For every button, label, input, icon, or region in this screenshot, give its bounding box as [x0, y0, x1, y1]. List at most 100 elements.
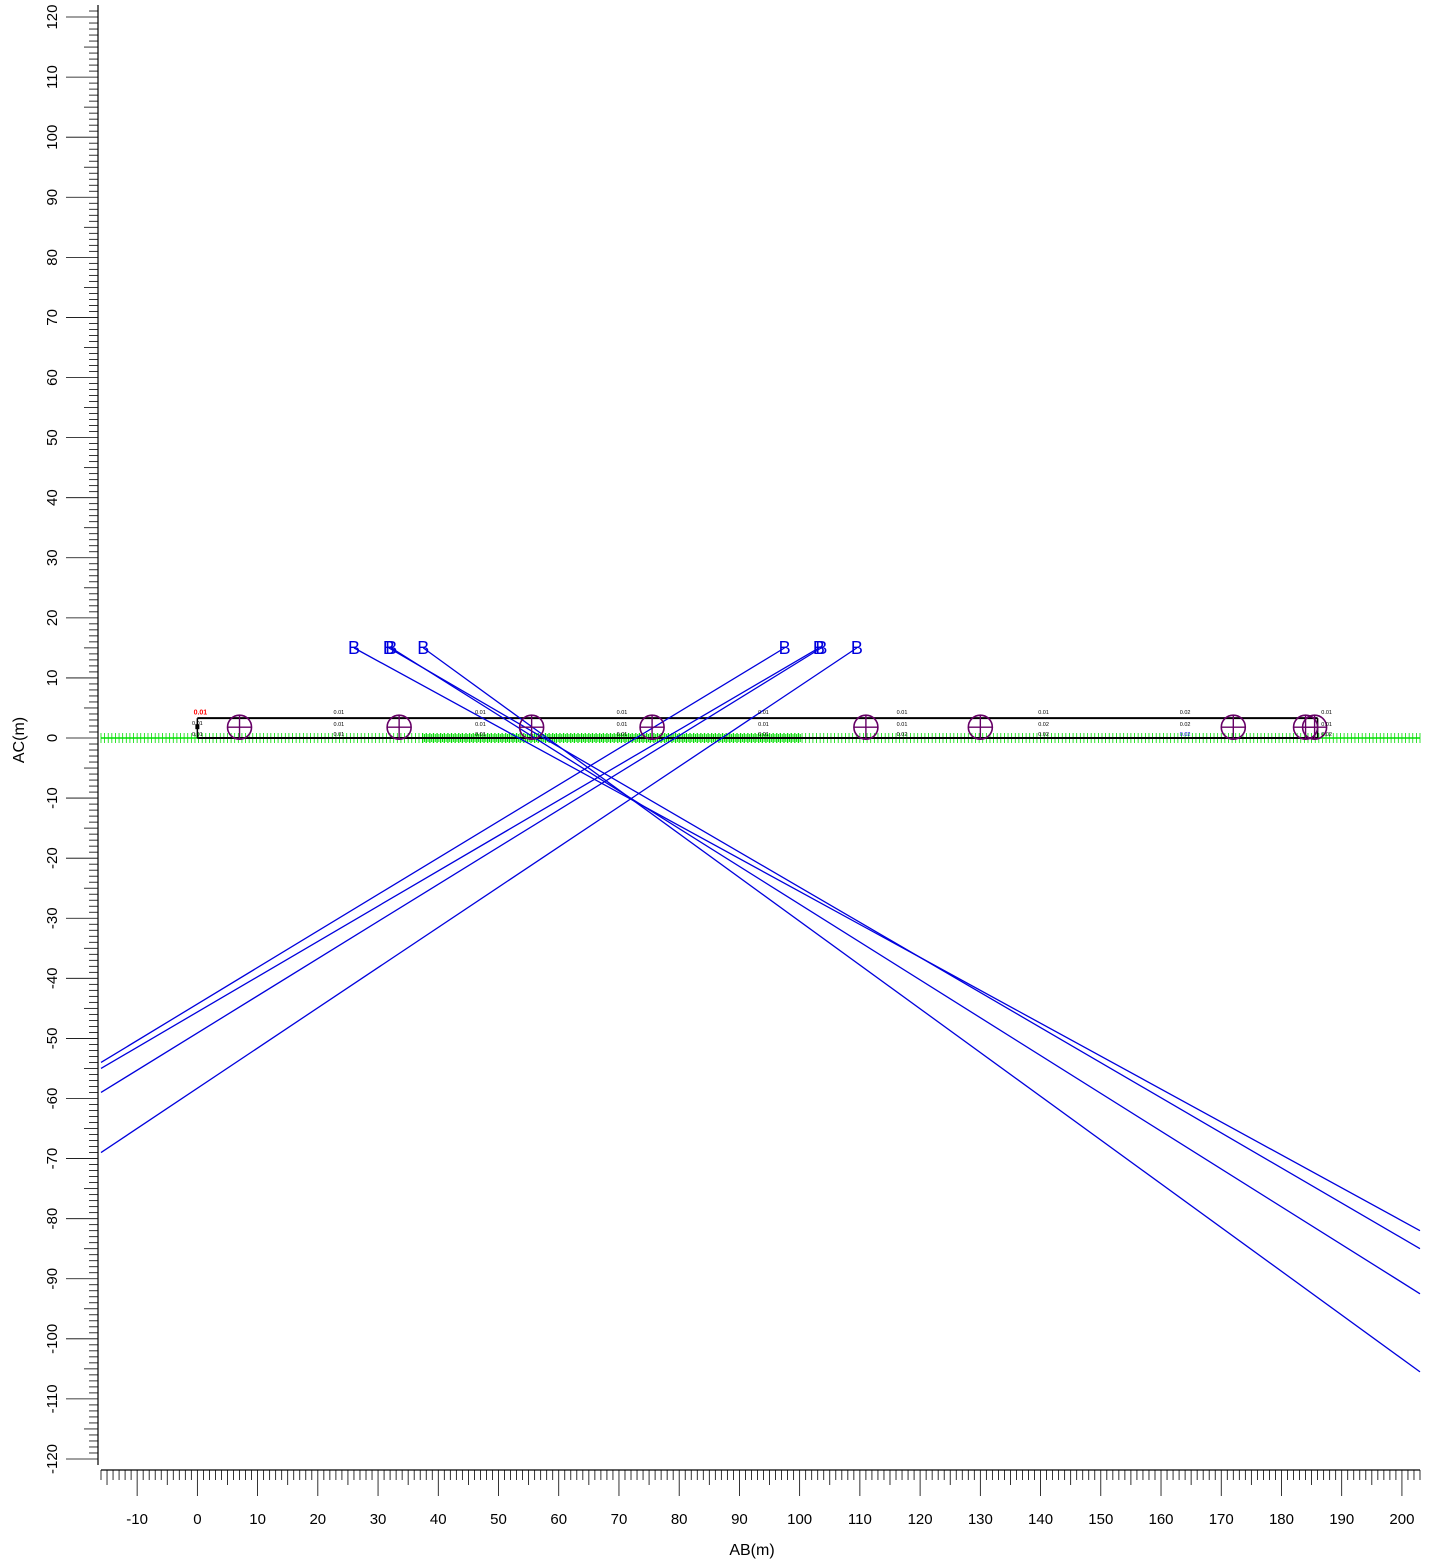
- x-tick-label: 160: [1149, 1511, 1174, 1528]
- structure-node: [195, 724, 200, 730]
- source-label: B: [779, 638, 791, 658]
- receiver-markers: [226, 714, 1328, 740]
- value-annotation: 0.01: [617, 732, 628, 738]
- receiver-marker: [853, 714, 879, 740]
- value-annotation: 0.01: [192, 721, 203, 727]
- value-annotation: 0.01: [334, 710, 345, 716]
- value-annotation: 0.01: [758, 722, 769, 728]
- y-tick-label: -100: [44, 1324, 61, 1354]
- receiver-marker: [1301, 714, 1328, 740]
- value-annotation: 0.01: [194, 710, 208, 717]
- value-annotation: 0.01: [475, 710, 486, 716]
- y-tick-label: 40: [44, 489, 61, 506]
- x-tick-label: 150: [1088, 1511, 1113, 1528]
- x-tick-label: 100: [787, 1511, 812, 1528]
- y-tick-label: -70: [44, 1148, 61, 1170]
- x-tick-label: 40: [430, 1511, 447, 1528]
- y-tick-label: -10: [44, 787, 61, 809]
- x-tick-label: 180: [1269, 1511, 1294, 1528]
- x-tick-label: 200: [1389, 1511, 1414, 1528]
- value-annotation: 0.02: [897, 732, 908, 738]
- ray-line: [100, 647, 822, 1094]
- receiver-marker: [518, 714, 545, 740]
- y-tick-label: -110: [44, 1384, 61, 1413]
- value-annotation: 0.01: [334, 722, 345, 728]
- value-annotation: 0.02: [1038, 722, 1049, 728]
- axes-frame: [97, 5, 1420, 1471]
- y-tick-label: 110: [44, 65, 61, 89]
- x-tick-label: 60: [550, 1511, 567, 1528]
- y-axis-label: AC(m): [11, 717, 28, 763]
- y-tick-label: 10: [44, 670, 61, 687]
- value-annotation: 0.01: [758, 710, 769, 716]
- value-annotation: 0.01: [1038, 710, 1049, 716]
- ray-line: [100, 647, 820, 1070]
- structure-lines: [196, 717, 1319, 740]
- value-annotation: 0.02: [1180, 722, 1191, 728]
- value-annotation: 0.01: [897, 710, 908, 716]
- y-tick-label: 90: [44, 189, 61, 206]
- x-tick-label: 0: [193, 1511, 201, 1528]
- ray-line: [353, 647, 1421, 1232]
- value-annotation: 0.01: [617, 710, 628, 716]
- source-label: B: [383, 638, 395, 658]
- value-annotation: 0.02: [1180, 732, 1191, 738]
- receiver-marker: [967, 714, 994, 740]
- y-tick-label: 20: [44, 609, 61, 626]
- value-annotation: 0.01: [475, 732, 486, 738]
- x-tick-label: 20: [309, 1511, 326, 1528]
- y-tick-label: -40: [44, 967, 61, 989]
- y-tick-label: -120: [44, 1444, 61, 1474]
- value-annotation: 0.02: [1321, 732, 1332, 738]
- y-tick-label: 100: [44, 125, 61, 150]
- receiver-marker: [639, 714, 665, 740]
- value-annotation: 0.01: [897, 722, 908, 728]
- value-annotation: 0.01: [1321, 710, 1332, 716]
- value-annotations: 0.01 0.01 0.01 0.01 0.01 0.01 0.01 0.01 0.01 0.01…: [192, 710, 1332, 739]
- y-tick-label: -90: [44, 1268, 61, 1290]
- x-tick-label: 190: [1329, 1511, 1354, 1528]
- x-tick-label: 170: [1209, 1511, 1234, 1528]
- y-axis-ticks: 1201101009080706050403020100-10-20-30-40…: [44, 5, 98, 1474]
- x-tick-label: -10: [126, 1511, 148, 1528]
- x-tick-label: 10: [249, 1511, 266, 1528]
- x-axis-label: AB(m): [729, 1542, 774, 1559]
- y-tick-label: 70: [44, 309, 61, 326]
- y-tick-label: 0: [44, 734, 61, 742]
- y-tick-label: 60: [44, 369, 61, 386]
- x-axis-ticks: -10 0 10 20 30 40 50 60 70 80 90 100 110 120 130 140 150…: [100, 1470, 1421, 1528]
- value-annotation: 0.02: [1038, 732, 1049, 738]
- value-annotation: 0.01: [758, 732, 769, 738]
- x-tick-label: 70: [611, 1511, 628, 1528]
- source-label: B: [385, 638, 397, 658]
- value-annotation: 0.01: [192, 732, 203, 738]
- ray-line: [422, 647, 1421, 1373]
- receiver-marker: [226, 714, 253, 740]
- x-tick-label: 120: [908, 1511, 933, 1528]
- source-label: B: [813, 638, 825, 658]
- y-tick-label: 30: [44, 549, 61, 566]
- y-tick-label: 80: [44, 249, 61, 266]
- y-tick-label: -60: [44, 1088, 61, 1110]
- y-tick-label: 120: [44, 5, 61, 30]
- y-tick-label: -80: [44, 1208, 61, 1230]
- ray-line: [390, 647, 1421, 1295]
- y-tick-label: -30: [44, 907, 61, 929]
- source-label: B: [815, 638, 827, 658]
- value-annotation: 0.01: [334, 732, 345, 738]
- x-tick-label: 30: [370, 1511, 387, 1528]
- value-annotation: 0.01: [1321, 722, 1332, 728]
- ray-line: [100, 647, 858, 1154]
- receiver-marker: [1220, 714, 1247, 740]
- value-annotation: 0.01: [617, 722, 628, 728]
- y-tick-label: -20: [44, 847, 61, 869]
- x-tick-label: 130: [968, 1511, 993, 1528]
- value-annotation: 0.01: [475, 722, 486, 728]
- receiver-marker: [386, 714, 412, 740]
- x-tick-label: 110: [848, 1511, 872, 1528]
- ray-line: [100, 647, 785, 1064]
- x-tick-label: 50: [490, 1511, 507, 1528]
- x-tick-label: 80: [671, 1511, 688, 1528]
- source-label: B: [851, 638, 863, 658]
